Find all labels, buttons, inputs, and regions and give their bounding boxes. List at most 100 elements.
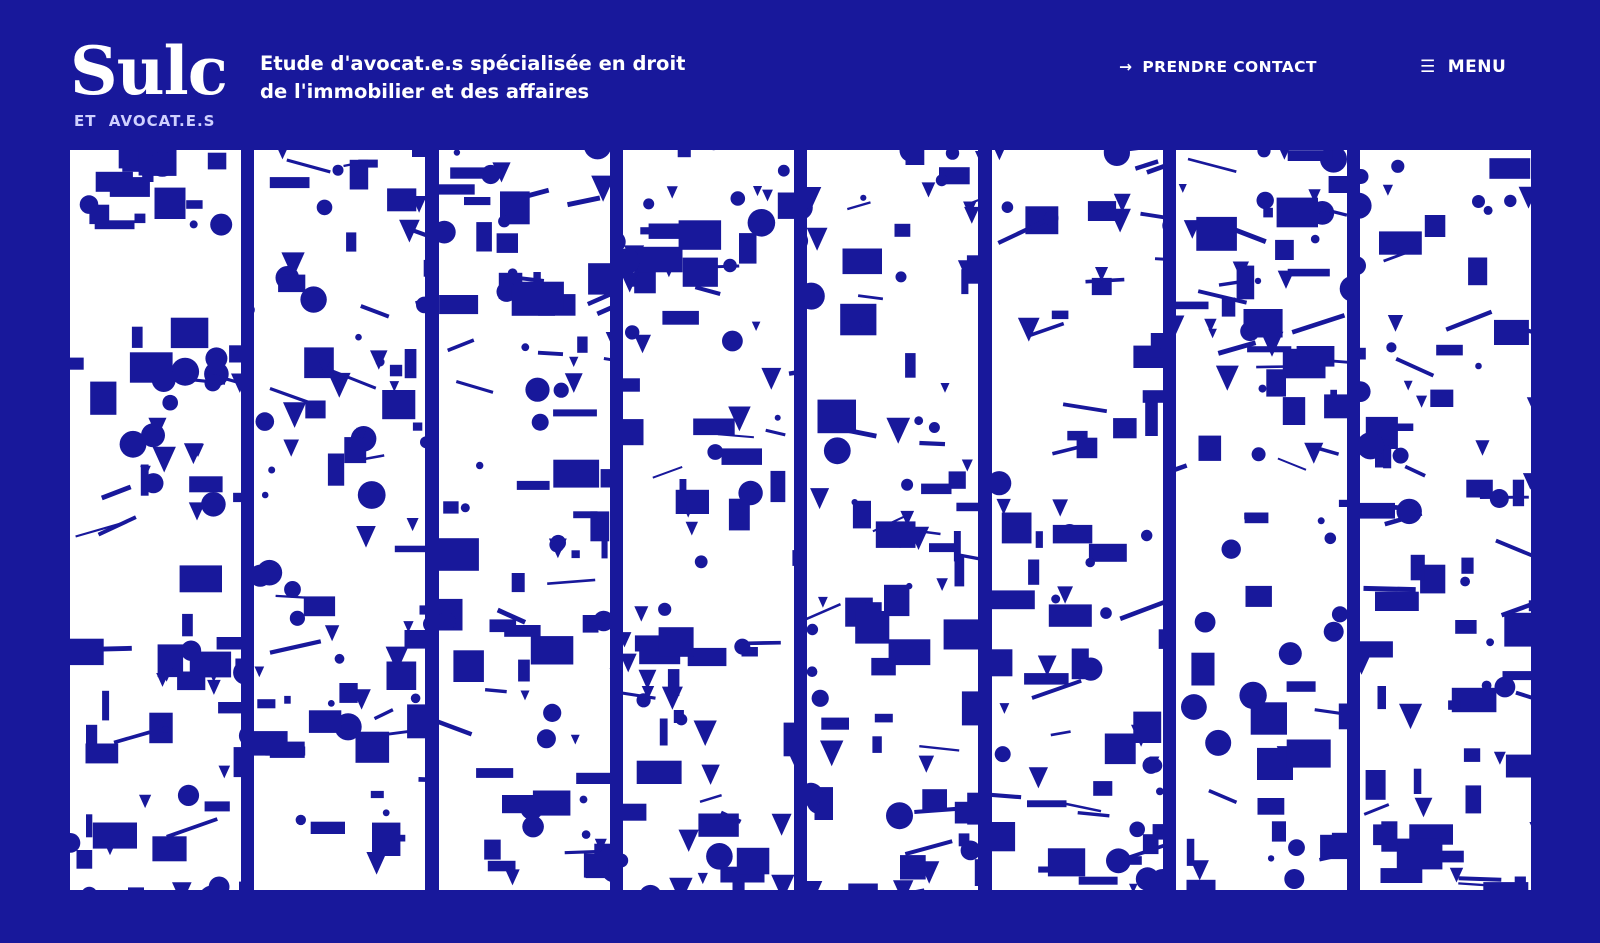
pattern-shape <box>496 233 518 253</box>
pattern-shape <box>1512 479 1525 507</box>
pattern-shape <box>1413 505 1421 513</box>
pattern-shape <box>591 175 610 202</box>
pattern-shape <box>356 526 376 548</box>
pattern-shape <box>662 310 699 325</box>
pattern-shape <box>284 695 291 704</box>
pattern-shape <box>1430 389 1454 407</box>
pattern-shape <box>324 625 340 642</box>
pattern-shape <box>1383 445 1392 469</box>
pattern-shape <box>1245 585 1272 607</box>
pattern-shape <box>959 553 978 561</box>
pattern-shape <box>921 182 936 198</box>
pattern-shape <box>1186 879 1216 890</box>
pattern-shape <box>694 285 721 296</box>
pattern-shape <box>1109 208 1131 233</box>
pattern-shape <box>166 817 218 839</box>
pattern-shape <box>254 666 265 678</box>
pattern-shape <box>1360 169 1369 184</box>
pattern-shape <box>1028 559 1040 585</box>
pattern-shape <box>573 511 598 519</box>
pattern-shape <box>992 590 1035 610</box>
pattern-shape <box>386 661 417 690</box>
pattern-shape <box>1205 729 1232 756</box>
pattern-shape <box>439 184 475 195</box>
pattern-shape <box>1475 362 1482 370</box>
pattern-shape <box>761 367 782 390</box>
pattern-shape <box>603 357 610 361</box>
contact-link[interactable]: → PRENDRE CONTACT <box>1119 58 1317 76</box>
pattern-shape <box>673 710 684 723</box>
pattern-panel <box>807 150 978 890</box>
pattern-shape <box>600 469 610 488</box>
pattern-shape <box>994 150 1005 161</box>
pattern-shape <box>254 564 272 587</box>
pattern-shape <box>1304 442 1324 464</box>
pattern-shape <box>1217 340 1257 356</box>
pattern-shape <box>1286 681 1316 692</box>
pattern-shape <box>1379 231 1422 255</box>
pattern-shape <box>667 669 680 696</box>
pattern-shape <box>701 764 720 785</box>
pattern-shape <box>355 731 390 763</box>
pattern-shape <box>316 199 333 216</box>
pattern-shape <box>134 213 146 224</box>
pattern-shape <box>994 746 1011 763</box>
menu-button[interactable]: ☰ MENU <box>1420 57 1506 77</box>
pattern-shape <box>807 282 825 310</box>
pattern-shape <box>443 501 459 514</box>
pattern-shape <box>886 417 911 444</box>
pattern-shape <box>961 459 973 472</box>
pattern-shape <box>954 556 965 587</box>
pattern-shape <box>855 611 890 644</box>
pattern-shape <box>738 480 763 506</box>
pattern-shape <box>76 850 93 869</box>
pattern-shape <box>1150 333 1163 358</box>
pattern-shape <box>1504 194 1517 208</box>
pattern-shape <box>550 534 566 551</box>
pattern-shape <box>278 274 306 293</box>
pattern-shape <box>1396 498 1422 525</box>
pattern-shape <box>382 390 416 420</box>
pattern-shape <box>566 195 601 208</box>
pattern-shape <box>453 150 461 156</box>
pattern-shape <box>97 645 132 652</box>
pattern-shape <box>1486 638 1494 647</box>
pattern-shape <box>1360 192 1372 219</box>
pattern-shape <box>1448 700 1461 710</box>
pattern-shape <box>1458 876 1502 882</box>
pattern-shape <box>623 853 629 868</box>
pattern-shape <box>423 259 425 277</box>
pattern-shape <box>1502 671 1531 681</box>
pattern-shape <box>70 833 81 853</box>
pattern-shape <box>1077 811 1110 818</box>
pattern-shape <box>1181 694 1207 720</box>
pattern-shape <box>945 150 960 160</box>
pattern-shape <box>1176 315 1185 335</box>
arrow-right-icon: → <box>1119 58 1133 76</box>
pattern-shape <box>966 255 978 284</box>
pattern-shape <box>585 857 609 879</box>
pattern-shape <box>520 796 544 820</box>
pattern-shape <box>996 498 1011 515</box>
pattern-shape <box>233 492 241 503</box>
pattern-shape <box>1410 554 1425 581</box>
pattern-shape <box>739 233 757 264</box>
pattern-shape <box>905 353 916 378</box>
pattern-shape <box>525 377 550 402</box>
logo[interactable]: Sulc ET AVOCAT.E.S <box>70 38 240 130</box>
pattern-shape <box>1162 221 1163 230</box>
pattern-shape <box>216 637 241 650</box>
pattern-shape <box>70 638 104 666</box>
pattern-shape <box>310 821 345 834</box>
pattern-shape <box>807 881 823 890</box>
pattern-shape <box>636 760 682 784</box>
pattern-shape <box>204 801 230 812</box>
pattern-shape <box>1360 347 1366 360</box>
pattern-shape <box>747 209 776 237</box>
pattern-shape <box>1001 201 1014 213</box>
pattern-shape <box>208 669 220 683</box>
pattern-shape <box>821 717 849 730</box>
pattern-shape <box>669 877 693 890</box>
pattern-shape <box>1387 315 1404 332</box>
pattern-shape <box>820 740 844 767</box>
